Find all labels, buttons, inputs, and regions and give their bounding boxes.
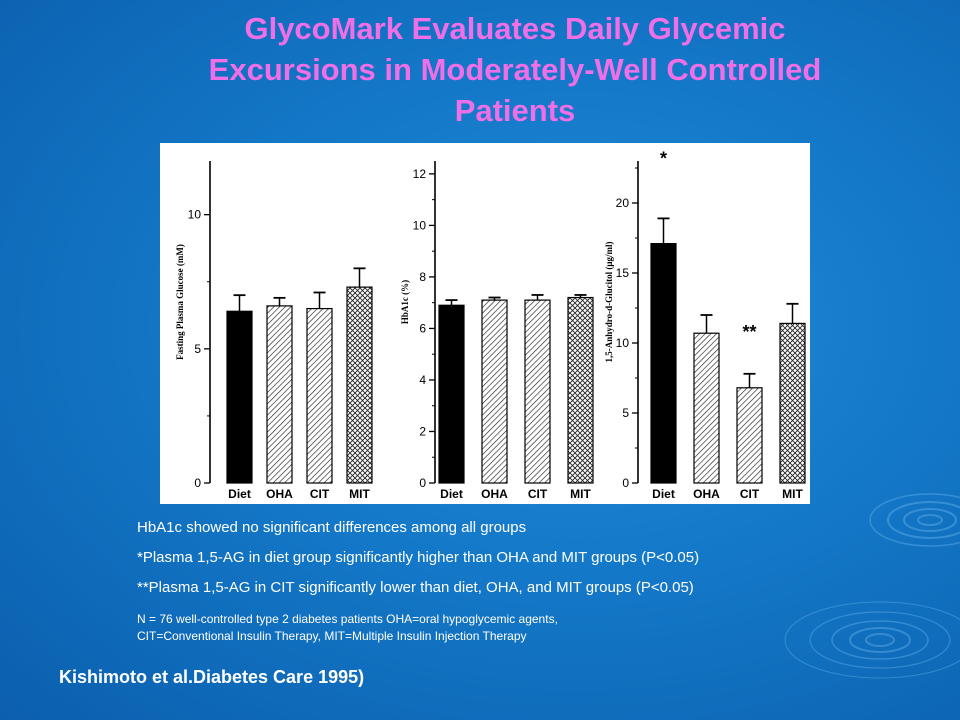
note-cit-significance: **Plasma 1,5-AG in CIT significantly low…: [137, 579, 694, 596]
panel-3-bar-oha: [693, 332, 720, 484]
panel-2-tick-label: 8: [419, 270, 426, 284]
title-line-1: GlycoMark Evaluates Daily Glycemic: [244, 11, 786, 46]
panel-2-tick-label: 10: [413, 218, 427, 232]
panel-2-tick-label: 6: [419, 321, 426, 335]
panel-3-category-label: MIT: [782, 487, 803, 501]
panel-2-tick-label: 12: [413, 167, 427, 181]
panel-3-significance-marker: **: [742, 322, 756, 342]
panel-3-category-label: CIT: [740, 487, 760, 501]
panel-3-y-axis-label: 1,5-Anhydro-d-Glucitol (μg/ml): [604, 242, 614, 363]
panel-2-tick-label: 0: [419, 476, 426, 490]
panel-1-bar-diet: [226, 310, 253, 484]
panel-2-bar-diet: [438, 304, 465, 484]
slide-title: GlycoMark Evaluates Daily Glycemic Excur…: [90, 8, 940, 131]
panel-3-tick-label: 0: [622, 476, 629, 490]
note-definitions-line-2: CIT=Conventional Insulin Therapy, MIT=Mu…: [137, 629, 527, 643]
panel-1-tick-label: 0: [194, 476, 201, 490]
note-definitions-line-1: N = 76 well-controlled type 2 diabetes p…: [137, 612, 558, 626]
panel-1-y-axis-label: Fasting Plasma Glucose (mM): [175, 244, 185, 360]
panel-3-tick-label: 10: [616, 336, 630, 350]
panel-1-category-label: OHA: [266, 487, 293, 501]
note-diet-significance: *Plasma 1,5-AG in diet group significant…: [137, 549, 700, 566]
panel-1-category-label: MIT: [349, 487, 370, 501]
citation: Kishimoto et al.Diabetes Care 1995): [59, 667, 365, 687]
panel-3-bar-cit: [736, 387, 763, 484]
panel-2-tick-label: 4: [419, 373, 426, 387]
panel-3-category-label: OHA: [693, 487, 720, 501]
panel-2-category-label: CIT: [528, 487, 548, 501]
panel-1-bar-cit: [306, 307, 333, 484]
panel-1-category-label: CIT: [310, 487, 330, 501]
panel-2-tick-label: 2: [419, 424, 426, 438]
panel-3-bar-diet: [650, 242, 677, 484]
panel-3-tick-label: 20: [616, 196, 630, 210]
panel-1-category-label: Diet: [228, 487, 251, 501]
panel-2-category-label: MIT: [570, 487, 591, 501]
note-study-definitions: N = 76 well-controlled type 2 diabetes p…: [137, 611, 558, 645]
panel-2-category-label: OHA: [481, 487, 508, 501]
bar-chart-figure: 0 5 10 Fasting Plasma Glucose (mM) Diet OHA CI…: [160, 143, 810, 504]
panel-3-tick-label: 15: [616, 266, 630, 280]
panel-2-bar-cit: [524, 299, 551, 484]
panel-2-category-label: Diet: [440, 487, 463, 501]
panel-2-y-axis-label: HbA1c (%): [400, 280, 410, 324]
panel-1-bar-oha: [266, 305, 293, 484]
panel-1-tick-label: 10: [188, 208, 202, 222]
panel-1-bar-mit: [346, 286, 373, 484]
panel-3-significance-marker: *: [660, 148, 667, 168]
panel-3-category-label: Diet: [652, 487, 675, 501]
title-line-2: Excursions in Moderately-Well Controlled: [208, 52, 822, 87]
bar-chart-panels: 0 5 10 Fasting Plasma Glucose (mM) Diet OHA CI…: [175, 148, 806, 501]
panel-2-bar-oha: [481, 299, 508, 484]
panel-3-bar-mit: [779, 322, 806, 484]
panel-1-tick-label: 5: [194, 342, 201, 356]
panel-3-tick-label: 5: [622, 406, 629, 420]
note-hba1c: HbA1c showed no significant differences …: [137, 519, 527, 536]
panel-2-bar-mit: [567, 296, 594, 484]
title-line-3: Patients: [454, 93, 576, 128]
